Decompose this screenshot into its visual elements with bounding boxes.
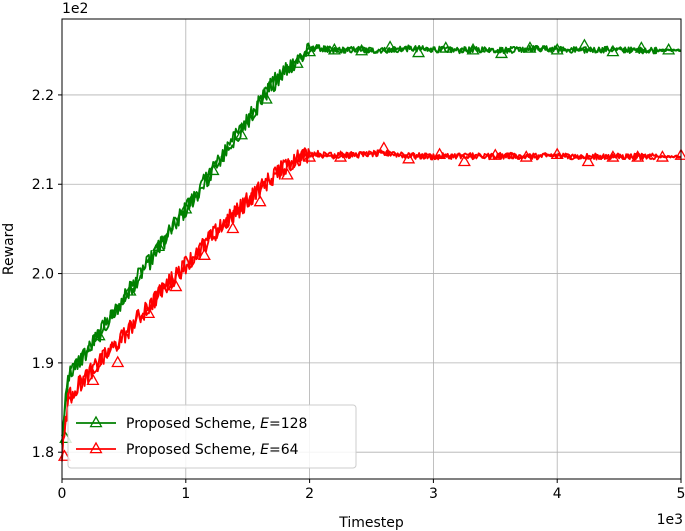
series-marker [439,41,453,53]
series-marker [412,45,426,58]
series-marker [86,373,100,385]
series-marker [123,284,137,296]
series-marker [290,56,304,68]
series-marker [655,150,669,162]
y-tick-label: 2.2 [32,88,54,104]
series-marker [634,41,648,53]
legend-swatch-marker [89,415,103,428]
x-tick-label: 1 [181,486,190,502]
series-marker [577,38,591,51]
series-marker [631,150,645,162]
series-marker [206,163,220,176]
series-marker [280,167,294,180]
series-marker [226,221,240,234]
series-marker [550,42,564,55]
series-line [61,42,682,437]
series-marker [457,154,471,167]
series-marker [377,141,391,153]
series-marker [402,151,416,164]
series-marker [488,148,502,160]
y-tick-label: 1.8 [32,445,54,461]
y-axis-label: Reward [1,223,17,275]
series-marker [606,150,620,162]
legend-label: Proposed Scheme, E=128 [126,416,307,432]
series-line [61,148,682,459]
series-marker [253,194,267,207]
y-tick-label: 2.0 [32,267,54,283]
legend: Proposed Scheme, E=128 Proposed Scheme, E… [67,404,357,469]
y-tick-label: 2.1 [32,177,54,193]
series-marker [259,92,273,104]
legend-box [67,404,357,469]
series-marker [334,150,348,162]
series-marker [383,40,397,52]
series-marker [606,44,620,57]
series-marker [111,355,125,368]
series-marker [303,44,317,57]
series-marker [662,42,676,55]
series-marker [327,42,341,55]
series-marker [494,46,509,59]
axes: 0 1 2 3 4 5 1.8 1.9 2.0 2.1 2.2 [32,88,685,502]
series-layer [57,38,685,462]
series-marker [152,239,166,252]
series-marker [303,150,317,162]
legend-item: Proposed Scheme, E=128 [76,415,307,432]
legend-swatch-marker [89,441,103,454]
series-marker [92,328,106,341]
series-marker [523,41,537,53]
x-tick-label: 0 [58,486,67,502]
series-marker [355,43,369,56]
series-marker [519,150,533,162]
series-marker [234,127,249,140]
series-marker [581,154,595,167]
legend-item: Proposed Scheme, E=64 [76,441,299,458]
y-axis-offset-label: 1e2 [62,1,88,17]
series-marker [550,147,564,160]
plot-frame [61,18,682,480]
x-axis-label: Timestep [338,515,404,531]
series-marker [197,248,211,260]
x-tick-label: 3 [429,486,438,502]
x-tick-label: 2 [305,486,314,502]
legend-label: Proposed Scheme, E=64 [126,442,299,458]
series-marker [142,306,156,319]
y-tick-label: 1.9 [32,356,54,372]
series-marker [169,279,183,292]
series-marker [466,42,480,55]
series-e64 [57,141,685,462]
series-marker [433,147,447,160]
series-line [61,44,681,445]
x-axis-offset-label: 1e3 [657,512,683,528]
series-e128 [59,38,682,445]
x-tick-label: 5 [677,486,685,502]
series-marker [179,201,193,214]
x-tick-label: 4 [553,486,562,502]
